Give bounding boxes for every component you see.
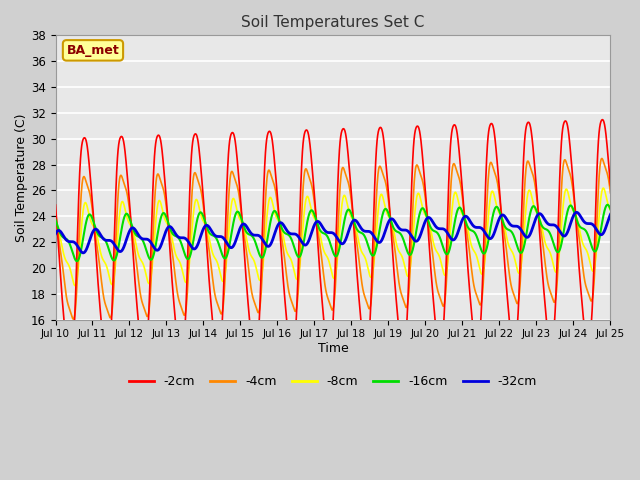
Title: Soil Temperatures Set C: Soil Temperatures Set C xyxy=(241,15,425,30)
Text: BA_met: BA_met xyxy=(67,44,119,57)
Y-axis label: Soil Temperature (C): Soil Temperature (C) xyxy=(15,113,28,242)
X-axis label: Time: Time xyxy=(317,342,348,355)
Legend: -2cm, -4cm, -8cm, -16cm, -32cm: -2cm, -4cm, -8cm, -16cm, -32cm xyxy=(124,370,542,393)
